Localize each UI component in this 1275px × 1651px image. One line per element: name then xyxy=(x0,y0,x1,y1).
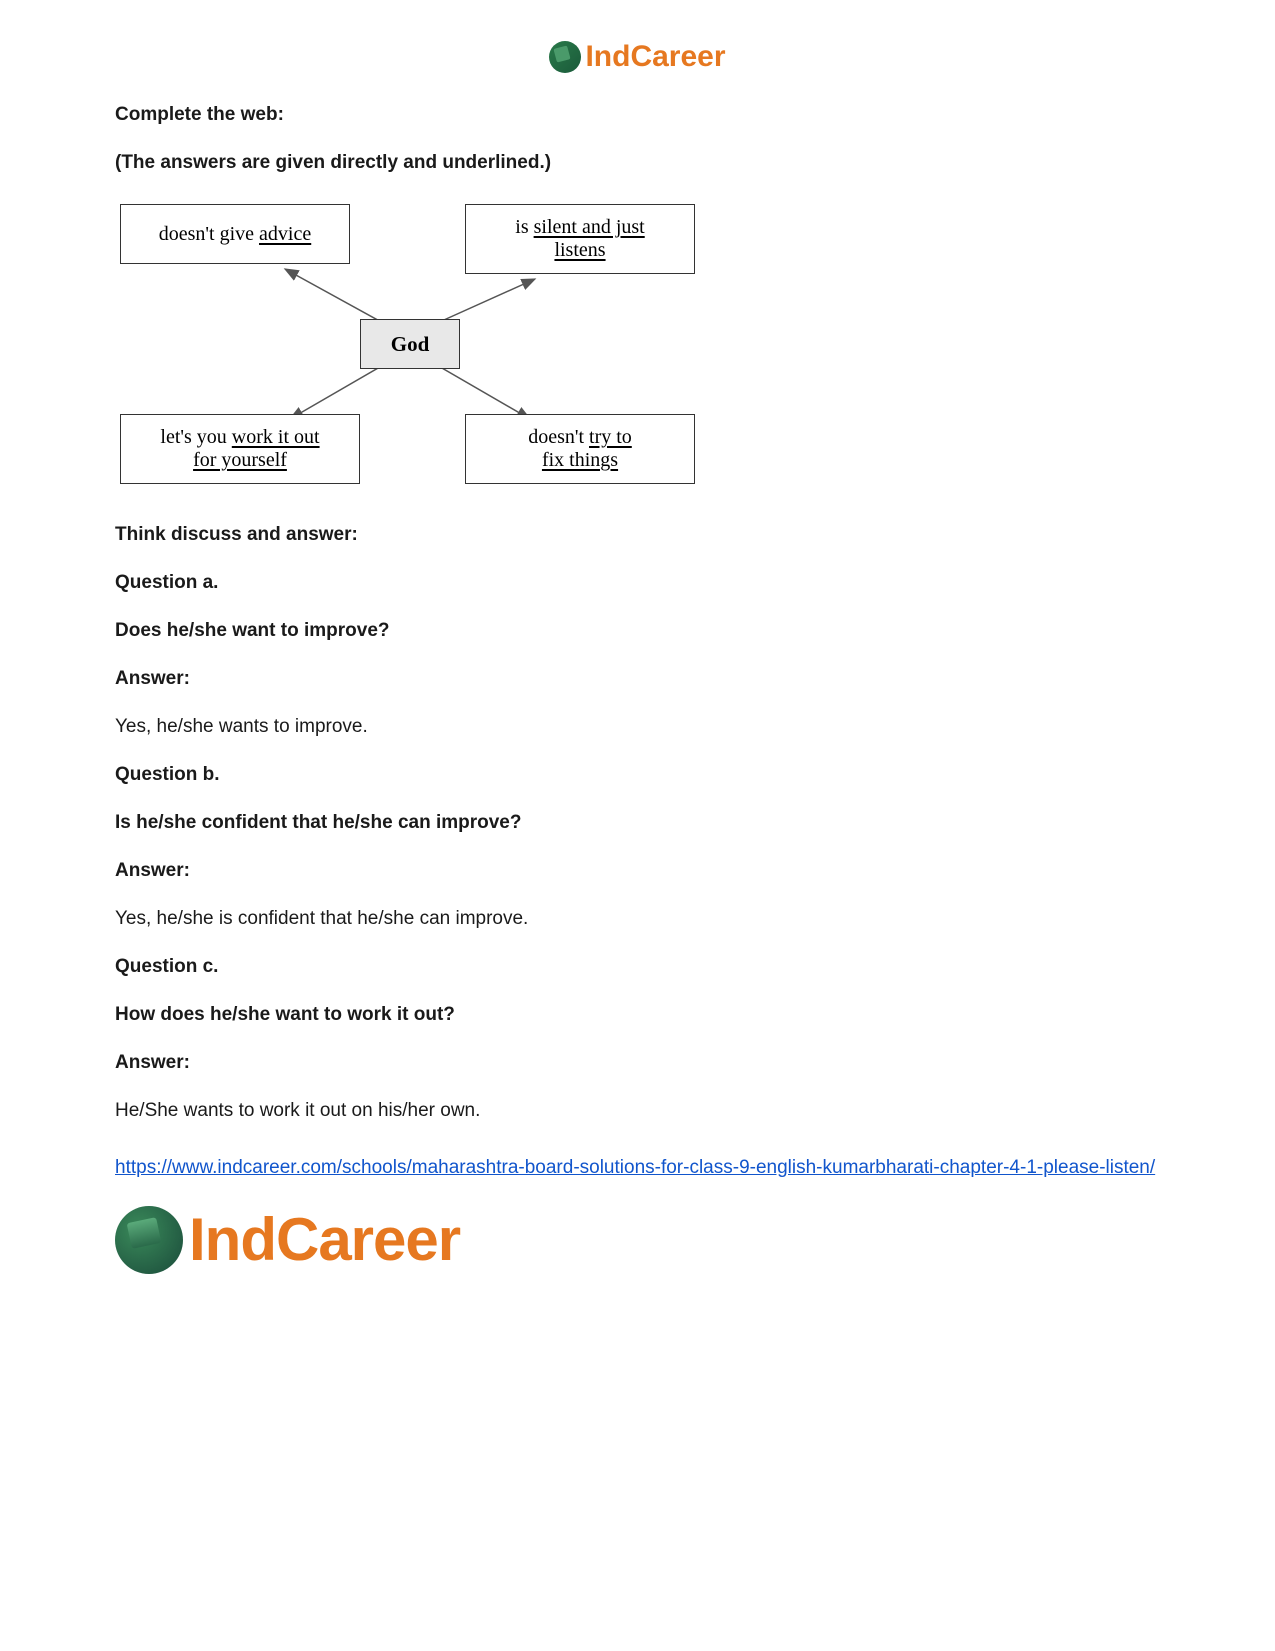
intro-line1: Complete the web: xyxy=(115,104,1160,126)
answer-b-label: Answer: xyxy=(115,860,1160,882)
question-b-label: Question b. xyxy=(115,764,1160,786)
source-link[interactable]: https://www.indcareer.com/schools/mahara… xyxy=(115,1157,1155,1178)
footer-brand-part2: Career xyxy=(276,1206,460,1273)
diagram-node-bottom-left: let's you work it out for yourself xyxy=(120,414,360,484)
question-a-label: Question a. xyxy=(115,572,1160,594)
footer-logo-text: IndCareer xyxy=(189,1205,460,1274)
answer-c-text: He/She wants to work it out on his/her o… xyxy=(115,1100,1160,1122)
node-text-line1: is silent and just xyxy=(515,216,644,239)
node-text-line1: let's you work it out xyxy=(160,426,319,449)
answers-note: (The answers are given directly and unde… xyxy=(115,152,551,173)
diagram-node-top-left: doesn't give advice xyxy=(120,204,350,264)
diagram-node-bottom-right: doesn't try to fix things xyxy=(465,414,695,484)
node-text-line2: for yourself xyxy=(193,449,287,472)
question-a-text: Does he/she want to improve? xyxy=(115,620,1160,642)
center-label: God xyxy=(391,332,430,357)
node-text: doesn't give advice xyxy=(159,223,311,246)
footer-link-block: https://www.indcareer.com/schools/mahara… xyxy=(115,1157,1160,1179)
answer-a-text: Yes, he/she wants to improve. xyxy=(115,716,1160,738)
complete-web-heading: Complete the web: xyxy=(115,104,284,125)
logo-icon xyxy=(549,41,581,73)
footer-logo-icon xyxy=(115,1206,183,1274)
header-logo: IndCareer xyxy=(115,40,1160,74)
footer-logo: IndCareer xyxy=(115,1205,1160,1274)
logo-brand-part1: Ind xyxy=(585,40,630,73)
question-c-text: How does he/she want to work it out? xyxy=(115,1004,1160,1026)
answer-b-text: Yes, he/she is confident that he/she can… xyxy=(115,908,1160,930)
web-diagram: doesn't give advice is silent and just l… xyxy=(115,204,705,484)
intro-line2: (The answers are given directly and unde… xyxy=(115,152,1160,174)
footer-brand-part1: Ind xyxy=(189,1206,276,1273)
diagram-center-node: God xyxy=(360,319,460,369)
question-b-text: Is he/she confident that he/she can impr… xyxy=(115,812,1160,834)
question-c-label: Question c. xyxy=(115,956,1160,978)
answer-c-label: Answer: xyxy=(115,1052,1160,1074)
node-text-line2: listens xyxy=(554,239,605,262)
logo-text: IndCareer xyxy=(585,40,725,74)
node-text-line2: fix things xyxy=(542,449,618,472)
diagram-node-top-right: is silent and just listens xyxy=(465,204,695,274)
node-text-line1: doesn't try to xyxy=(528,426,632,449)
answer-a-label: Answer: xyxy=(115,668,1160,690)
think-discuss-heading: Think discuss and answer: xyxy=(115,524,1160,546)
logo-brand-part2: Career xyxy=(630,40,725,73)
